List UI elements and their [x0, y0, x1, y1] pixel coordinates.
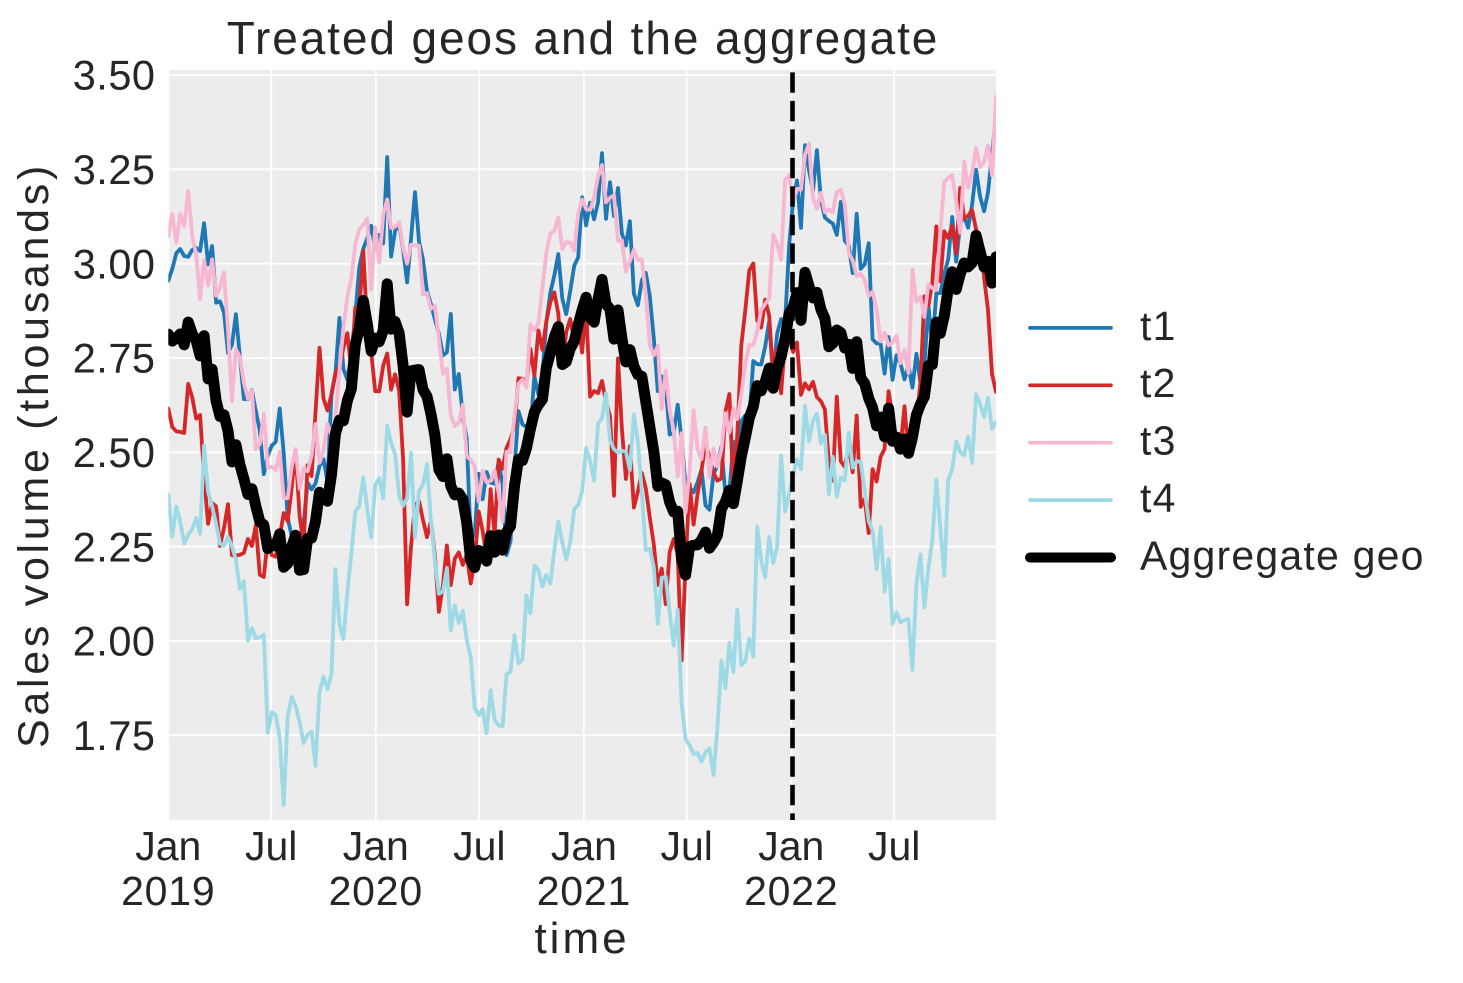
svg-text:Sales volume (thousands): Sales volume (thousands) — [10, 162, 58, 748]
svg-text:3.50: 3.50 — [73, 52, 156, 99]
svg-text:Jul: Jul — [660, 823, 712, 869]
svg-text:Treated geos and the aggregate: Treated geos and the aggregate — [227, 12, 940, 64]
svg-text:Aggregate geo: Aggregate geo — [1140, 532, 1425, 578]
svg-text:Jan: Jan — [551, 823, 617, 869]
svg-text:Jul: Jul — [868, 823, 920, 869]
svg-text:Jan: Jan — [758, 823, 824, 869]
svg-text:t3: t3 — [1140, 418, 1177, 464]
svg-text:t4: t4 — [1140, 475, 1177, 521]
svg-text:2.50: 2.50 — [73, 429, 156, 476]
svg-text:2022: 2022 — [744, 868, 838, 914]
svg-text:time: time — [534, 914, 629, 963]
svg-text:2.25: 2.25 — [73, 523, 156, 570]
svg-text:2020: 2020 — [329, 868, 423, 914]
svg-text:2.75: 2.75 — [73, 335, 156, 382]
svg-text:3.00: 3.00 — [73, 240, 156, 287]
svg-text:Jan: Jan — [135, 823, 201, 869]
svg-text:Jul: Jul — [453, 823, 505, 869]
svg-text:2021: 2021 — [537, 868, 631, 914]
svg-text:1.75: 1.75 — [73, 712, 156, 759]
svg-text:2.00: 2.00 — [73, 618, 156, 665]
svg-text:Jan: Jan — [343, 823, 409, 869]
svg-text:Jul: Jul — [245, 823, 297, 869]
svg-text:t1: t1 — [1140, 303, 1177, 349]
svg-text:2019: 2019 — [121, 868, 215, 914]
svg-text:t2: t2 — [1140, 360, 1177, 406]
svg-text:3.25: 3.25 — [73, 146, 156, 193]
